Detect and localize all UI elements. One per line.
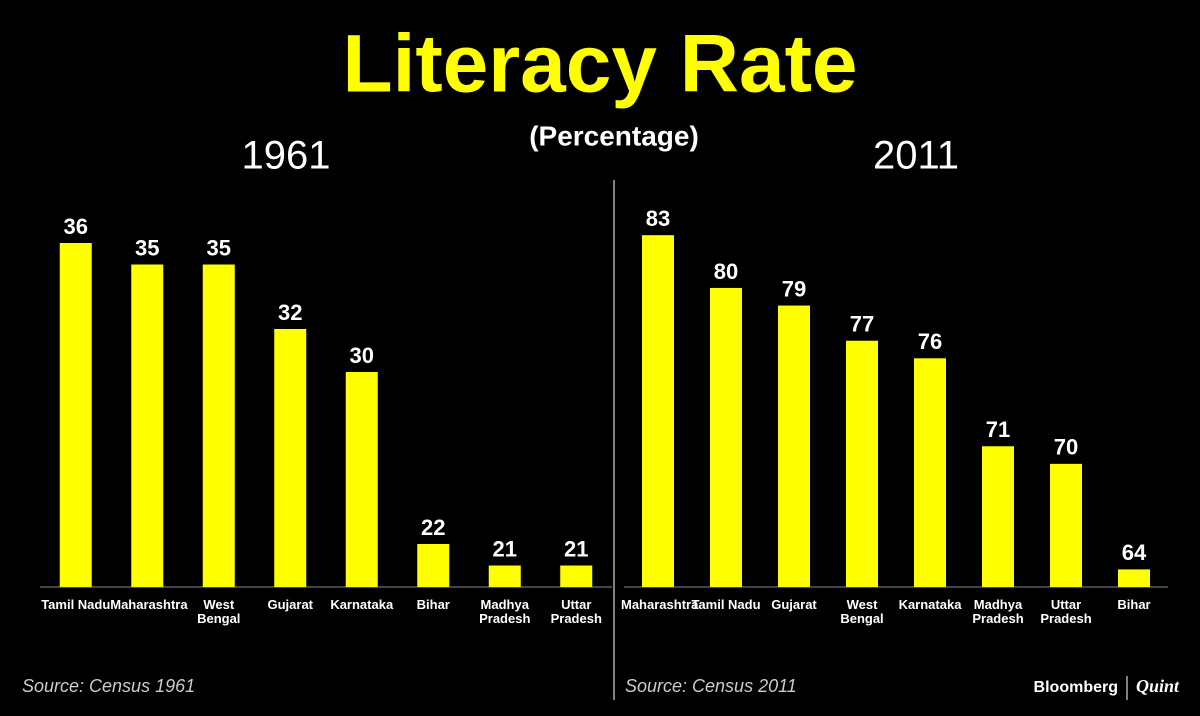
value-label: 21 (493, 536, 517, 561)
value-label: 36 (64, 214, 88, 239)
x-tick-label: Uttar Pradesh (550, 597, 602, 626)
bar (59, 243, 92, 587)
x-tick-label: West Bengal (197, 597, 241, 626)
value-label: 35 (207, 235, 231, 260)
x-tick-label: Tamil Nadu (691, 597, 761, 612)
x-tick-label: Karnataka (898, 597, 962, 612)
x-tick-label: Madhya Pradesh (972, 597, 1024, 626)
x-tick-label: Gujarat (771, 597, 817, 612)
brand-left: Bloomberg (1034, 679, 1118, 696)
x-tick-label: West Bengal (840, 597, 884, 626)
bar (131, 264, 164, 587)
value-label: 79 (782, 276, 806, 301)
bar (345, 372, 378, 587)
brand-right: Quint (1136, 676, 1180, 696)
panel-title: 1961 (242, 134, 331, 178)
bar (982, 446, 1014, 587)
source: Source: Census 2011 (625, 676, 797, 696)
x-tick-label: Gujarat (267, 597, 313, 612)
bar (778, 305, 810, 587)
value-label: 32 (278, 300, 302, 325)
bar (642, 235, 674, 587)
bar (417, 544, 450, 587)
x-tick-label: Bihar (1117, 597, 1151, 612)
x-tick-label: Madhya Pradesh (479, 597, 531, 626)
x-tick-label: Bihar (416, 597, 450, 612)
value-label: 21 (564, 536, 588, 561)
bar (202, 264, 235, 587)
x-tick-label: Maharashtra (110, 597, 188, 612)
subtitle: (Percentage) (529, 120, 699, 151)
value-label: 64 (1122, 540, 1147, 565)
bar (914, 358, 946, 587)
value-label: 76 (918, 329, 942, 354)
value-label: 71 (986, 417, 1010, 442)
value-label: 22 (421, 515, 445, 540)
panel-title: 2011 (873, 134, 959, 178)
bar (1050, 463, 1082, 587)
bar (560, 565, 593, 587)
value-label: 30 (350, 343, 374, 368)
bar (710, 287, 742, 587)
main-title: Literacy Rate (342, 19, 857, 110)
bar (274, 329, 307, 587)
value-label: 70 (1054, 435, 1078, 460)
value-label: 35 (135, 235, 159, 260)
value-label: 77 (850, 312, 874, 337)
x-tick-label: Tamil Nadu (41, 597, 111, 612)
source: Source: Census 1961 (22, 676, 195, 696)
bar (846, 340, 878, 587)
value-label: 80 (714, 259, 738, 284)
x-tick-label: Uttar Pradesh (1040, 597, 1092, 626)
x-tick-label: Karnataka (330, 597, 394, 612)
bar (1118, 569, 1150, 587)
bar (488, 565, 521, 587)
value-label: 83 (646, 206, 670, 231)
x-tick-label: Maharashtra (621, 597, 699, 612)
